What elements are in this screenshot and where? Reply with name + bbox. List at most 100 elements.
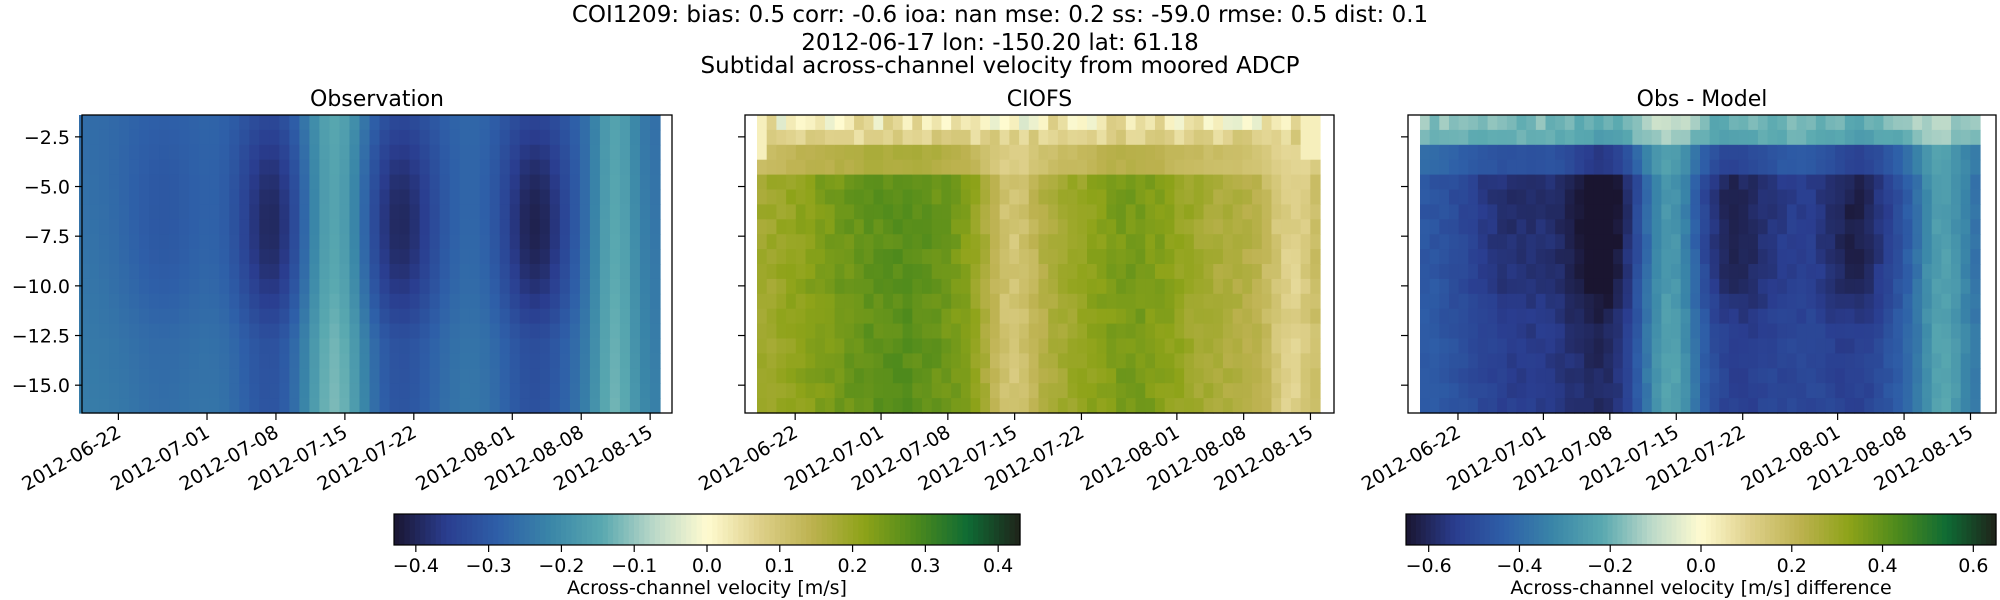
heatmap-cell [815, 323, 826, 340]
heatmap-cell [79, 234, 90, 250]
heatmap-cell [439, 159, 451, 176]
heatmap-cell [1815, 144, 1827, 161]
heatmap-cell [1748, 234, 1759, 250]
heatmap-cell [1593, 249, 1605, 265]
heatmap-cell [1922, 144, 1933, 161]
heatmap-cell [139, 264, 150, 280]
heatmap-cell [1213, 189, 1224, 205]
heatmap-cell [269, 159, 280, 176]
heatmap-cell [902, 278, 913, 295]
heatmap-cell [1193, 338, 1205, 354]
heatmap-cell [1960, 398, 1971, 414]
heatmap-cell [1116, 249, 1127, 265]
heatmap-cell [429, 219, 441, 235]
heatmap-cell [329, 293, 341, 310]
heatmap-cell [1941, 368, 1952, 384]
heatmap-cell [1087, 293, 1098, 310]
heatmap-cell [1448, 308, 1460, 325]
heatmap-cell [1757, 219, 1769, 235]
heatmap-cell [419, 189, 431, 205]
heatmap-cell [1516, 189, 1527, 205]
heatmap-cell [419, 308, 431, 325]
heatmap-cell [834, 144, 845, 161]
heatmap-cell [922, 129, 933, 146]
heatmap-cell [149, 353, 160, 369]
heatmap-cell [1728, 308, 1740, 325]
colorbar-swatch [894, 514, 901, 545]
heatmap-cell [409, 383, 421, 399]
heatmap-cell [459, 323, 471, 340]
heatmap-cell [479, 398, 491, 414]
heatmap-cell [449, 174, 461, 191]
heatmap-cell [786, 398, 797, 414]
heatmap-cell [1145, 234, 1156, 250]
heatmap-cell [479, 323, 491, 340]
heatmap-cell [989, 368, 1001, 384]
heatmap-cell [1700, 308, 1711, 325]
heatmap-cell [149, 189, 160, 205]
heatmap-cell [1690, 368, 1701, 384]
heatmap-cell [1009, 174, 1020, 191]
heatmap-cell [951, 278, 962, 295]
heatmap-cell [1516, 323, 1527, 340]
heatmap-cell [379, 144, 391, 161]
colorbar-swatch [399, 514, 406, 545]
heatmap-cell [970, 293, 981, 310]
heatmap-cell [1796, 249, 1807, 265]
heatmap-cell [1690, 234, 1701, 250]
heatmap-cell [349, 234, 361, 250]
heatmap-cell [1632, 144, 1643, 161]
heatmap-cell [569, 189, 581, 205]
heatmap-cell [1545, 353, 1556, 369]
heatmap-cell [509, 144, 521, 161]
heatmap-cell [980, 219, 991, 235]
heatmap-cell [1164, 383, 1175, 399]
heatmap-cell [619, 338, 631, 354]
heatmap-cell [1622, 129, 1634, 146]
heatmap-cell [1310, 159, 1321, 176]
heatmap-cell [1700, 398, 1711, 414]
heatmap-cell [439, 264, 451, 280]
heatmap-cell [1661, 368, 1672, 384]
heatmap-cell [902, 144, 913, 161]
heatmap-cell [1777, 129, 1788, 146]
heatmap-cell [1931, 129, 1942, 146]
heatmap-cell [1757, 323, 1769, 340]
heatmap-cell [179, 338, 190, 354]
heatmap-cell [569, 368, 581, 384]
heatmap-cell [1632, 159, 1643, 176]
heatmap-cell [1184, 264, 1195, 280]
heatmap-cell [1535, 174, 1547, 191]
heatmap-cell [1564, 115, 1576, 131]
heatmap-cell [639, 159, 651, 176]
heatmap-cell [389, 219, 401, 235]
heatmap-cell [1164, 234, 1175, 250]
heatmap-cell [873, 383, 884, 399]
heatmap-cell [339, 353, 351, 369]
heatmap-cell [339, 159, 351, 176]
heatmap-cell [1213, 368, 1224, 384]
heatmap-cell [1038, 189, 1049, 205]
heatmap-cell [189, 383, 200, 399]
heatmap-cell [359, 264, 371, 280]
heatmap-cell [1642, 308, 1653, 325]
heatmap-cell [989, 144, 1001, 161]
colorbar-swatch [1681, 514, 1687, 545]
heatmap-cell [1854, 189, 1865, 205]
heatmap-cell [951, 189, 962, 205]
heatmap-cell [1757, 234, 1769, 250]
heatmap-cell [776, 189, 787, 205]
heatmap-cell [329, 189, 341, 205]
heatmap-cell [329, 308, 341, 325]
heatmap-cell [786, 323, 797, 340]
heatmap-cell [989, 323, 1001, 340]
heatmap-cell [1028, 278, 1040, 295]
heatmap-cell [980, 249, 991, 265]
heatmap-cell [1642, 204, 1653, 220]
plot-frame [81, 114, 673, 414]
heatmap-cell [529, 204, 541, 220]
heatmap-cell [1622, 174, 1634, 191]
heatmap-cell [289, 278, 300, 295]
colorbar-swatch [576, 514, 583, 545]
heatmap-cell [786, 115, 797, 131]
